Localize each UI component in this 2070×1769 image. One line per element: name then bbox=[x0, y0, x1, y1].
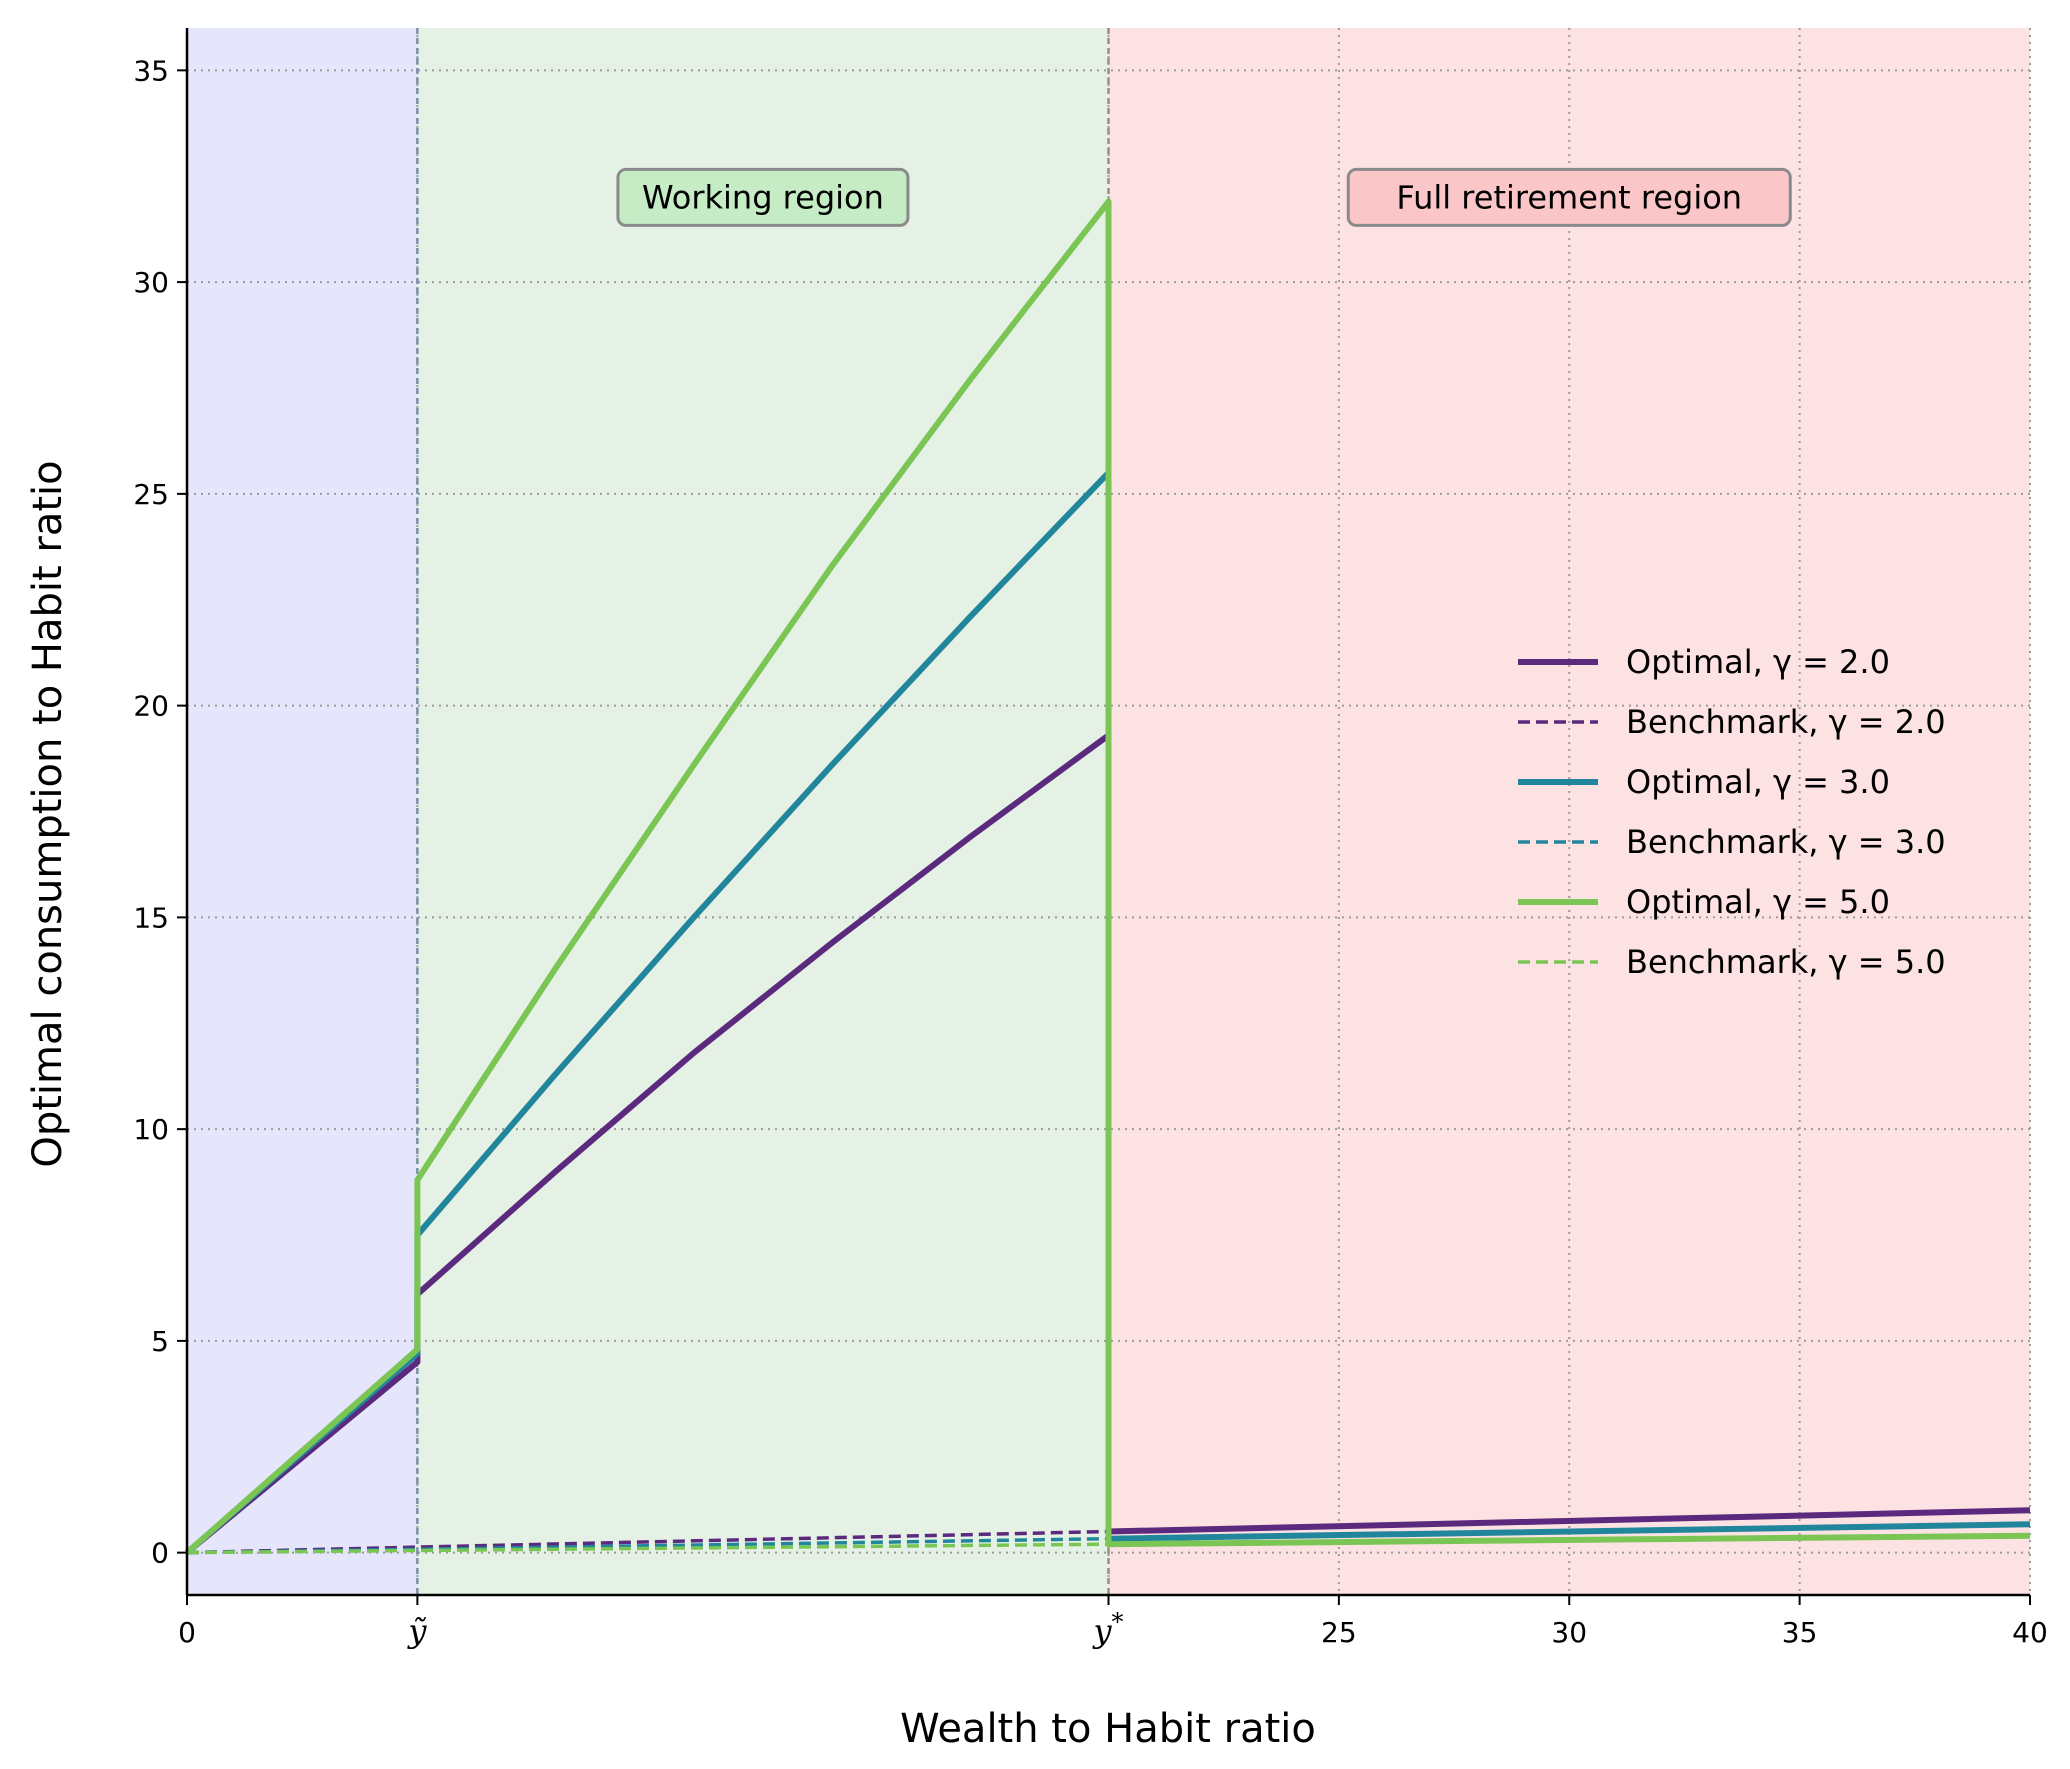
region-label-box-2 bbox=[1346, 167, 1792, 227]
x-tick-superscript: * bbox=[1112, 1608, 1124, 1636]
x-tick-label: 25 bbox=[1321, 1616, 1357, 1649]
y-tick-label: 15 bbox=[133, 901, 169, 934]
legend-entry-5: Benchmark, γ = 5.0 bbox=[1626, 943, 1946, 981]
y-axis-label: Optimal consumption to Habit ratio bbox=[25, 460, 71, 1167]
y-tick-label: 35 bbox=[133, 54, 169, 87]
annotation-layer: Working region Full retirement region bbox=[616, 167, 1792, 227]
y-tick-label: 30 bbox=[133, 266, 169, 299]
legend-entry-2: Optimal, γ = 3.0 bbox=[1626, 763, 1890, 801]
legend: Optimal, γ = 2.0 Benchmark, γ = 2.0 Optima… bbox=[1518, 643, 1946, 981]
series-line-4 bbox=[185, 198, 2031, 1555]
y-tick-label: 5 bbox=[151, 1325, 169, 1358]
region-label-box-1 bbox=[616, 167, 910, 227]
region-1 bbox=[417, 28, 1109, 1595]
x-tick-label: 30 bbox=[1551, 1616, 1587, 1649]
x-tick-label: 40 bbox=[2012, 1616, 2048, 1649]
region-2 bbox=[1108, 28, 2030, 1595]
x-tick-label: 35 bbox=[1782, 1616, 1818, 1649]
regions-layer bbox=[187, 28, 2030, 1595]
series-layer bbox=[185, 198, 2031, 1555]
x-tick-label: ỹ bbox=[406, 1612, 427, 1650]
series-line-5 bbox=[186, 1533, 2031, 1555]
x-tick-label: y* bbox=[1091, 1608, 1123, 1650]
region-0 bbox=[187, 28, 418, 1595]
x-axis-label: Wealth to Habit ratio bbox=[900, 1706, 1316, 1752]
y-tick-label: 10 bbox=[133, 1113, 169, 1146]
y-tick-label: 20 bbox=[133, 690, 169, 723]
y-tick-label: 25 bbox=[133, 478, 169, 511]
legend-entry-1: Benchmark, γ = 2.0 bbox=[1626, 703, 1946, 741]
legend-entry-4: Optimal, γ = 5.0 bbox=[1626, 883, 1890, 921]
x-tick-label: 0 bbox=[178, 1616, 196, 1649]
legend-entry-0: Optimal, γ = 2.0 bbox=[1626, 643, 1890, 681]
axes-layer: 0 5 10 15 20 25 30 35 0 ỹ y* 25 30 35 40 bbox=[133, 28, 2048, 1650]
legend-entry-3: Benchmark, γ = 3.0 bbox=[1626, 823, 1946, 861]
region-label-2: Full retirement region bbox=[1396, 178, 1742, 216]
y-tick-label: 0 bbox=[151, 1537, 169, 1570]
region-label-1: Working region bbox=[642, 178, 884, 216]
